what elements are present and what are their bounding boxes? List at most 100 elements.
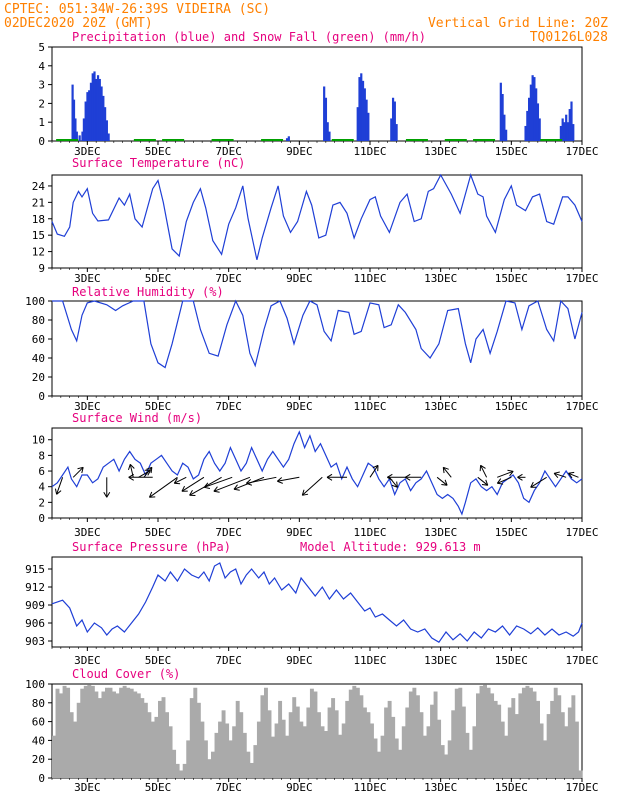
x-tick-label: 5DEC — [145, 526, 172, 539]
cloud-bar — [267, 710, 272, 778]
cloud-bar — [119, 687, 124, 778]
x-tick-label: 3DEC — [74, 654, 101, 667]
precip-bar — [105, 120, 108, 141]
cloud-bar — [362, 707, 367, 778]
x-tick-label: 7DEC — [215, 526, 242, 539]
cloud-bar — [274, 723, 279, 778]
x-tick-label: 17DEC — [565, 781, 598, 794]
cloud-bar — [218, 721, 222, 778]
cloud-bar — [239, 712, 244, 778]
precip-bar — [361, 80, 365, 141]
cloud-bar — [553, 687, 558, 778]
x-tick-label: 11DEC — [353, 400, 386, 413]
wind-arrow-head — [173, 478, 181, 485]
precip-bar — [570, 101, 573, 141]
precip-bar — [74, 118, 77, 141]
cloud-bar — [518, 693, 523, 778]
y-tick-label: 12 — [32, 246, 45, 259]
panel-3: Surface Wind (m/s) 0 2 4 6 8 10 3DEC 5DEC 7DEC 9DE… — [32, 411, 599, 539]
precip-bar — [75, 131, 78, 141]
wind-arrow-head — [213, 486, 220, 493]
cloud-bar — [186, 740, 191, 778]
wind-arrow-head — [246, 479, 253, 486]
cloud-bar — [101, 691, 106, 778]
x-tick-label: 9DEC — [286, 400, 313, 413]
cloud-bar — [253, 745, 258, 778]
cloud-bar — [355, 687, 360, 778]
y-tick-label: 4 — [38, 60, 45, 73]
cloud-bar — [483, 684, 487, 778]
precip-bar — [533, 77, 536, 141]
precip-bar — [536, 103, 540, 141]
precip-bar — [565, 114, 568, 141]
cloud-bar — [299, 721, 304, 778]
panel-title: Precipitation (blue) and Snow Fall (gree… — [72, 30, 426, 44]
panels: Precipitation (blue) and Snow Fall (gree… — [25, 30, 598, 794]
panel-title: Surface Pressure (hPa) — [72, 540, 231, 554]
wind-arrow — [56, 477, 64, 495]
cloud-bar — [154, 716, 159, 778]
cloud-bar — [578, 770, 583, 778]
y-tick-label: 5 — [38, 41, 45, 54]
cloud-bar — [158, 700, 162, 778]
cloud-bar — [394, 738, 399, 778]
wind-arrow-head — [442, 466, 449, 474]
wind-arrow — [369, 465, 379, 478]
wind-arrow-head — [387, 473, 393, 481]
cloud-bar — [143, 702, 148, 778]
cloud-bar — [334, 710, 339, 778]
cloud-bar — [472, 726, 477, 778]
cloud-bar — [112, 691, 116, 778]
y-tick-label: 0 — [38, 512, 45, 525]
series-line — [51, 173, 583, 260]
x-tick-label: 15DEC — [495, 781, 528, 794]
cloud-bar — [264, 687, 268, 778]
cloud-bar — [256, 721, 261, 778]
cloud-bar — [235, 700, 240, 778]
wind-arrow — [477, 476, 489, 486]
precip-bar — [78, 135, 81, 141]
x-tick-label: 3DEC — [74, 526, 101, 539]
y-tick-label: 15 — [32, 229, 45, 242]
cloud-bar — [52, 735, 56, 778]
cloud-bar — [430, 704, 434, 778]
precip-bar — [356, 107, 359, 141]
wind-arrow-head — [517, 473, 523, 481]
y-tick-label: 909 — [25, 599, 45, 612]
x-tick-label: 13DEC — [424, 781, 457, 794]
cloud-bar — [440, 745, 445, 778]
cloud-bar — [203, 740, 208, 778]
panel-5: Cloud Cover (%) 0 20 40 60 80 100 3DEC 5DEC 7DEC 9… — [25, 667, 598, 794]
cloud-bar — [292, 697, 297, 778]
header-date: 02DEC2020 20Z (GMT) — [4, 16, 153, 31]
precip-bar — [360, 73, 363, 141]
cloud-bar — [546, 714, 551, 778]
y-tick-label: 915 — [25, 563, 45, 576]
cloud-bar — [514, 714, 519, 778]
y-tick-label: 20 — [32, 371, 45, 384]
cloud-bar — [172, 749, 177, 778]
y-tick-label: 4 — [38, 481, 45, 494]
cloud-bar — [161, 697, 166, 778]
x-tick-label: 7DEC — [215, 400, 242, 413]
wind-arrow — [277, 476, 300, 482]
cloud-bar — [426, 726, 431, 778]
cloud-bar — [468, 749, 473, 778]
wind-arrow-head — [553, 471, 560, 479]
snow-mark — [405, 139, 428, 141]
cloud-bar — [225, 723, 230, 778]
precip-bar — [100, 86, 103, 141]
wind-arrow-head — [277, 477, 283, 484]
wind-arrow — [442, 466, 452, 478]
cloud-bar — [560, 712, 565, 778]
cloud-bar — [419, 712, 424, 778]
cloud-bar — [352, 685, 357, 778]
cloud-bar — [306, 707, 311, 778]
y-tick-label: 80 — [32, 697, 45, 710]
cloud-bar — [458, 687, 463, 778]
cloud-bar — [461, 706, 466, 778]
cloud-bar — [147, 712, 152, 778]
y-tick-label: 8 — [38, 449, 45, 462]
precip-bar — [528, 97, 531, 141]
precip-bar — [559, 125, 562, 141]
